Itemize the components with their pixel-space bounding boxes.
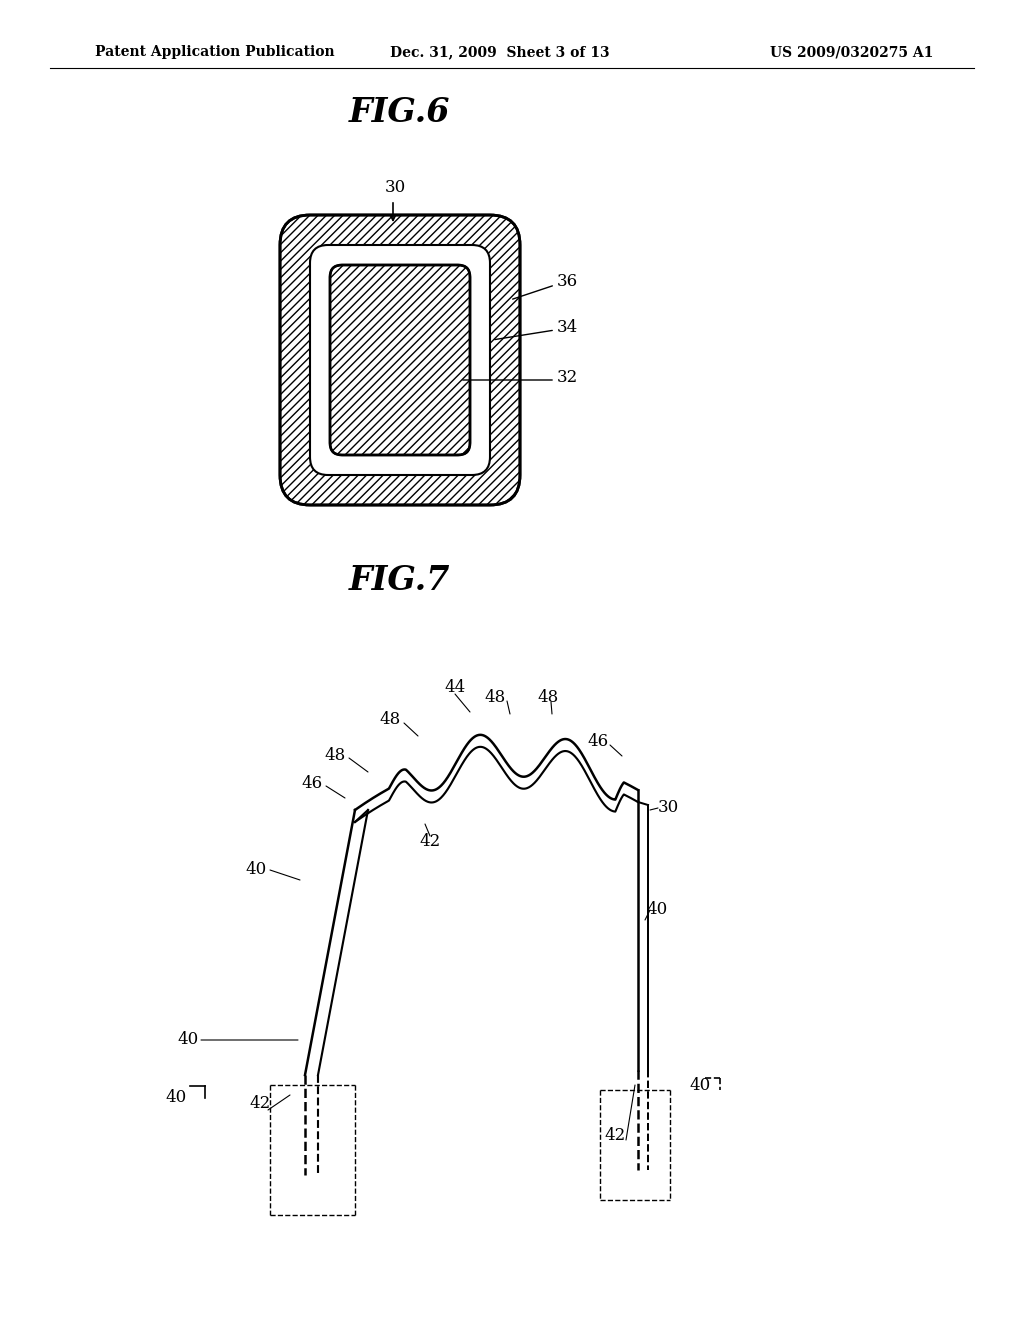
Text: 40: 40	[689, 1077, 711, 1093]
Text: FIG.7: FIG.7	[349, 564, 451, 597]
Text: US 2009/0320275 A1: US 2009/0320275 A1	[770, 45, 933, 59]
Text: 42: 42	[420, 833, 440, 850]
Text: 40: 40	[177, 1031, 199, 1048]
Text: 44: 44	[444, 680, 466, 697]
Text: 40: 40	[246, 862, 266, 879]
Text: Patent Application Publication: Patent Application Publication	[95, 45, 335, 59]
Text: 30: 30	[385, 180, 407, 197]
Text: 42: 42	[604, 1126, 626, 1143]
Text: Dec. 31, 2009  Sheet 3 of 13: Dec. 31, 2009 Sheet 3 of 13	[390, 45, 609, 59]
Text: 36: 36	[557, 273, 579, 290]
Text: 42: 42	[250, 1094, 270, 1111]
Text: 48: 48	[325, 747, 346, 763]
Text: 46: 46	[588, 734, 608, 751]
Text: 48: 48	[538, 689, 559, 706]
Text: 48: 48	[379, 711, 400, 729]
Text: 40: 40	[165, 1089, 186, 1106]
Text: 32: 32	[557, 368, 579, 385]
Text: 40: 40	[646, 902, 668, 919]
FancyBboxPatch shape	[280, 215, 520, 506]
Text: 30: 30	[657, 800, 679, 817]
Text: 46: 46	[301, 775, 323, 792]
Text: 34: 34	[557, 318, 579, 335]
FancyBboxPatch shape	[330, 265, 470, 455]
Text: 48: 48	[484, 689, 506, 706]
FancyBboxPatch shape	[310, 246, 490, 475]
Text: FIG.6: FIG.6	[349, 95, 451, 128]
